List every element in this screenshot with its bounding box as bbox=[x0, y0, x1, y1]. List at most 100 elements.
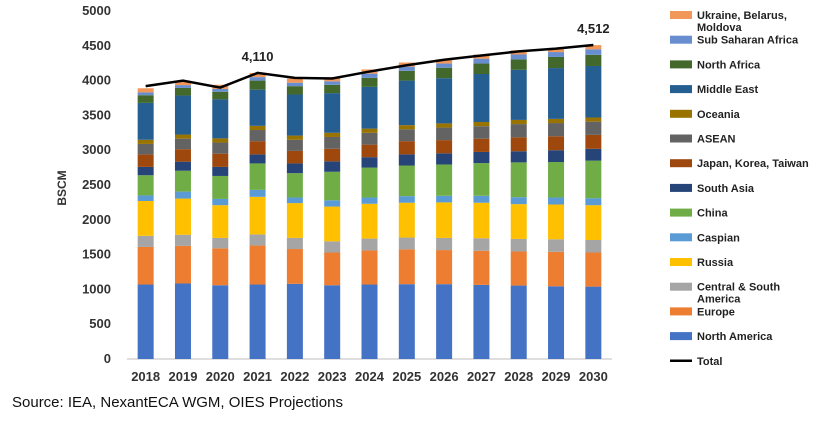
bar-segment bbox=[436, 195, 453, 203]
bar-segment bbox=[398, 66, 415, 71]
bar-segment bbox=[510, 162, 527, 198]
bar-segment bbox=[436, 153, 453, 165]
total-line bbox=[145, 43, 594, 89]
bar-segment bbox=[174, 149, 191, 162]
bar-segment bbox=[249, 284, 266, 359]
bar-segment bbox=[286, 94, 303, 136]
bar-segment bbox=[249, 189, 266, 197]
legend-swatch bbox=[670, 332, 692, 341]
bar-segment bbox=[585, 54, 602, 66]
bar-segment bbox=[137, 175, 154, 196]
bar-segment bbox=[585, 148, 602, 161]
bar-segment bbox=[473, 63, 490, 74]
bar-segment bbox=[286, 150, 303, 164]
bar-segment bbox=[510, 124, 527, 138]
bar-segment bbox=[212, 153, 229, 167]
bar-segment bbox=[137, 95, 154, 103]
legend-swatch bbox=[670, 307, 692, 316]
legend-swatch bbox=[670, 183, 692, 192]
bar-segment bbox=[249, 154, 266, 164]
bar-segment bbox=[585, 198, 602, 206]
legend-label: Europe bbox=[697, 306, 735, 318]
legend-swatch bbox=[670, 233, 692, 242]
x-tick-label: 2026 bbox=[430, 369, 459, 384]
x-tick-label: 2018 bbox=[131, 369, 160, 384]
bar-segment bbox=[585, 205, 602, 240]
bar-segment bbox=[212, 198, 229, 206]
bar-segment bbox=[361, 144, 378, 158]
bar-segment bbox=[398, 141, 415, 155]
bar-segment bbox=[174, 85, 191, 88]
source-note: Source: IEA, NexantECA WGM, OIES Project… bbox=[12, 394, 343, 411]
bar-segment bbox=[324, 206, 341, 242]
bar-segment bbox=[174, 95, 191, 135]
bar-segment bbox=[548, 52, 565, 57]
legend-swatch bbox=[670, 11, 692, 19]
bar-segment bbox=[361, 157, 378, 168]
x-tick-label: 2028 bbox=[504, 369, 533, 384]
bar-segment bbox=[510, 119, 527, 125]
bar-segment bbox=[398, 196, 415, 203]
bar-segment bbox=[324, 136, 341, 149]
bar-segment bbox=[286, 173, 303, 198]
bar-segment bbox=[212, 248, 229, 286]
y-axis-label: BSCM bbox=[55, 170, 69, 205]
bar-segment bbox=[137, 166, 154, 176]
bar-segment bbox=[137, 139, 154, 144]
bar-segment bbox=[436, 140, 453, 154]
x-tick-label: 2025 bbox=[392, 369, 421, 384]
bar-segment bbox=[324, 161, 341, 172]
bar-segment bbox=[398, 202, 415, 238]
bar-segment bbox=[361, 86, 378, 129]
bar-segment bbox=[324, 132, 341, 137]
bar-segment bbox=[548, 56, 565, 69]
bar-segment bbox=[361, 73, 378, 78]
legend-swatch bbox=[670, 159, 692, 168]
bar-segment bbox=[137, 143, 154, 155]
bar-segment bbox=[398, 125, 415, 130]
bar-segment bbox=[212, 205, 229, 238]
y-tick-label: 3000 bbox=[82, 142, 111, 157]
bar-segment bbox=[249, 163, 266, 190]
bar-segment bbox=[361, 128, 378, 133]
bar-segment bbox=[548, 162, 565, 198]
bar-segment bbox=[398, 249, 415, 285]
bar-segment bbox=[212, 237, 229, 249]
bar-segment bbox=[137, 284, 154, 359]
bar-segment bbox=[286, 82, 303, 87]
bar-segment bbox=[324, 84, 341, 94]
bar-segment bbox=[137, 92, 154, 96]
chart: 4,110 4,512 0 500 1000 1500 2000 2500 3000 3500 4… bbox=[55, 3, 809, 384]
bar-segment bbox=[585, 121, 602, 135]
y-tick-label: 500 bbox=[89, 316, 111, 331]
bar-segment bbox=[548, 150, 565, 163]
bar-segment bbox=[473, 122, 490, 127]
bar-segment bbox=[324, 200, 341, 207]
bar-segment bbox=[212, 99, 229, 139]
legend-label: Caspian bbox=[697, 232, 740, 244]
bar-segment bbox=[286, 249, 303, 284]
bar-segment bbox=[212, 285, 229, 359]
bar-segment bbox=[249, 196, 266, 235]
bar-segment bbox=[174, 134, 191, 139]
bar-segment bbox=[398, 284, 415, 359]
bar-segment bbox=[361, 197, 378, 204]
legend-label: Central & South America bbox=[697, 282, 780, 306]
legend-swatch bbox=[670, 85, 692, 94]
bar-segment bbox=[174, 138, 191, 150]
bar-segment bbox=[249, 72, 266, 78]
y-tick-label: 1500 bbox=[82, 247, 111, 262]
bar-segment bbox=[436, 164, 453, 196]
bar-segment bbox=[473, 238, 490, 251]
legend-swatch bbox=[670, 60, 692, 69]
bar-segment bbox=[436, 78, 453, 124]
bar-segment bbox=[398, 165, 415, 197]
bar-segment bbox=[361, 250, 378, 285]
bar-segment bbox=[324, 93, 341, 133]
x-axis-ticks: 2018 2019 2020 2021 2022 2023 2024 2025 2026 2027… bbox=[131, 369, 608, 384]
y-tick-label: 2000 bbox=[82, 212, 111, 227]
legend-swatch bbox=[670, 109, 692, 118]
bar-segment bbox=[510, 204, 527, 239]
bar-segment bbox=[473, 138, 490, 152]
